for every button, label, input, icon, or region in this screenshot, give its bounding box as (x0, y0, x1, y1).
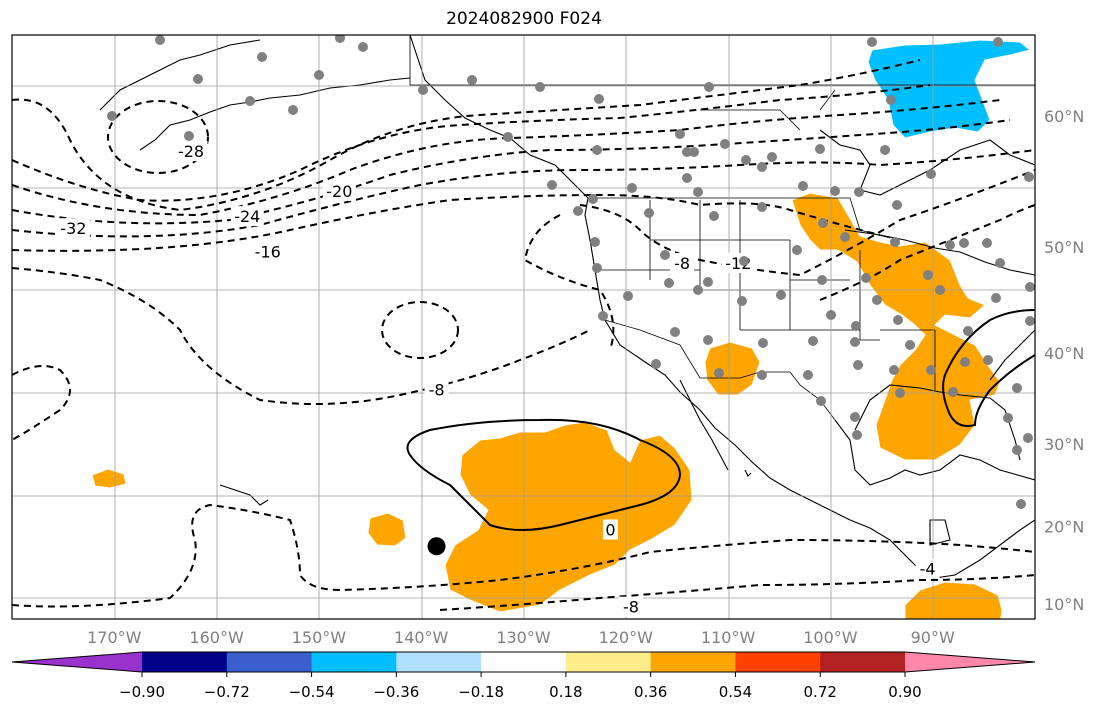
anomaly-shading (91, 39, 1032, 619)
contour-label-bg (424, 379, 449, 400)
orange-anomaly-area-small-1 (367, 512, 407, 547)
lat-tick-label: 30°N (1044, 435, 1084, 454)
lon-tick-label: 130°W (496, 628, 551, 647)
colorbar-tick-label: 0.90 (888, 683, 921, 701)
lon-tick-label: 150°W (292, 628, 347, 647)
colorbar-swatch (226, 652, 313, 672)
station-marker (427, 537, 446, 556)
lat-tick-label: 40°N (1044, 344, 1084, 363)
contour-label: -24 (234, 207, 260, 226)
contour-label: -20 (326, 182, 352, 201)
colorbar-swatch (650, 652, 736, 672)
contour-label-bg (915, 558, 940, 579)
lat-tick-label: 20°N (1044, 518, 1084, 537)
contour-label-bg (670, 253, 695, 274)
colorbar-tick-label: −0.90 (119, 683, 165, 701)
lon-tick-label: 140°W (394, 628, 449, 647)
contour-label-bg (618, 596, 643, 617)
contour-label-bg (230, 206, 264, 227)
orange-anomaly-area-small-2 (91, 468, 127, 489)
colorbar-tick-label: −0.18 (458, 683, 504, 701)
lon-tick-label: 160°W (189, 628, 244, 647)
contour-label-bg (251, 241, 285, 262)
colorbar-tick-label: 0.18 (549, 683, 582, 701)
colorbar-swatch (565, 652, 652, 672)
orange-anomaly-area-pacific (444, 421, 693, 613)
observation-stations (107, 35, 1035, 509)
colorbar-tick-label: 0.54 (719, 683, 752, 701)
map-frame (11, 34, 1036, 620)
lat-tick-label: 60°N (1044, 107, 1084, 126)
colorbar-swatch (396, 652, 482, 672)
contour-label: -16 (255, 243, 281, 262)
colorbar-tick-label: 0.72 (804, 683, 837, 701)
lon-tick-label: 120°W (599, 628, 654, 647)
contour-label: -32 (60, 219, 86, 238)
lon-tick-label: 100°W (803, 628, 858, 647)
latitude-axis: 10°N 20°N 30°N 40°N 50°N 60°N (1044, 107, 1084, 614)
contour-label: -8 (429, 381, 445, 400)
colorbar: −0.90 −0.72 −0.54 −0.36 −0.18 0.18 0.36 0.54 0.7… (11, 651, 1036, 701)
lon-tick-label: 110°W (701, 628, 756, 647)
map-title: 2024082900 F024 (446, 9, 602, 29)
colorbar-swatch (481, 652, 567, 672)
contour-label-bg (602, 519, 618, 540)
dashed-contours (12, 59, 1035, 611)
contour-label-bg (56, 218, 90, 239)
longitude-axis: 170°W 160°W 150°W 140°W 130°W 120°W 110°W 100°W… (87, 628, 955, 647)
colorbar-swatch (735, 652, 821, 672)
orange-anomaly-area-southwest (704, 341, 761, 396)
colorbar-swatch (820, 652, 906, 672)
colorbar-swatch (905, 652, 1035, 672)
colorbar-tick-label: 0.36 (634, 683, 667, 701)
colorbar-tick-label: −0.54 (289, 683, 335, 701)
colorbar-tick-label: −0.72 (204, 683, 250, 701)
contour-label: -8 (674, 254, 690, 273)
graticule (12, 35, 1035, 619)
contour-label: -28 (178, 142, 204, 161)
orange-anomaly-area-southeast (904, 581, 1003, 619)
contour-labels: -32-28-24-20-16-8-12-4-8-4-40-8 (56, 140, 940, 617)
lat-tick-label: 10°N (1044, 595, 1084, 614)
colorbar-swatch (311, 652, 397, 672)
contour-label: -8 (623, 598, 639, 617)
colorbar-swatch (142, 652, 228, 672)
lat-tick-label: 50°N (1044, 238, 1084, 257)
colorbar-swatch (12, 652, 142, 672)
contour-label-bg (322, 181, 356, 202)
contour-label: 0 (605, 521, 615, 540)
contour-label-bg (174, 140, 208, 161)
contour-label: -4 (920, 560, 936, 579)
lon-tick-label: 170°W (87, 628, 142, 647)
lon-tick-label: 90°W (911, 628, 955, 647)
solid-contours (406, 309, 1035, 531)
colorbar-tick-label: −0.36 (373, 683, 419, 701)
